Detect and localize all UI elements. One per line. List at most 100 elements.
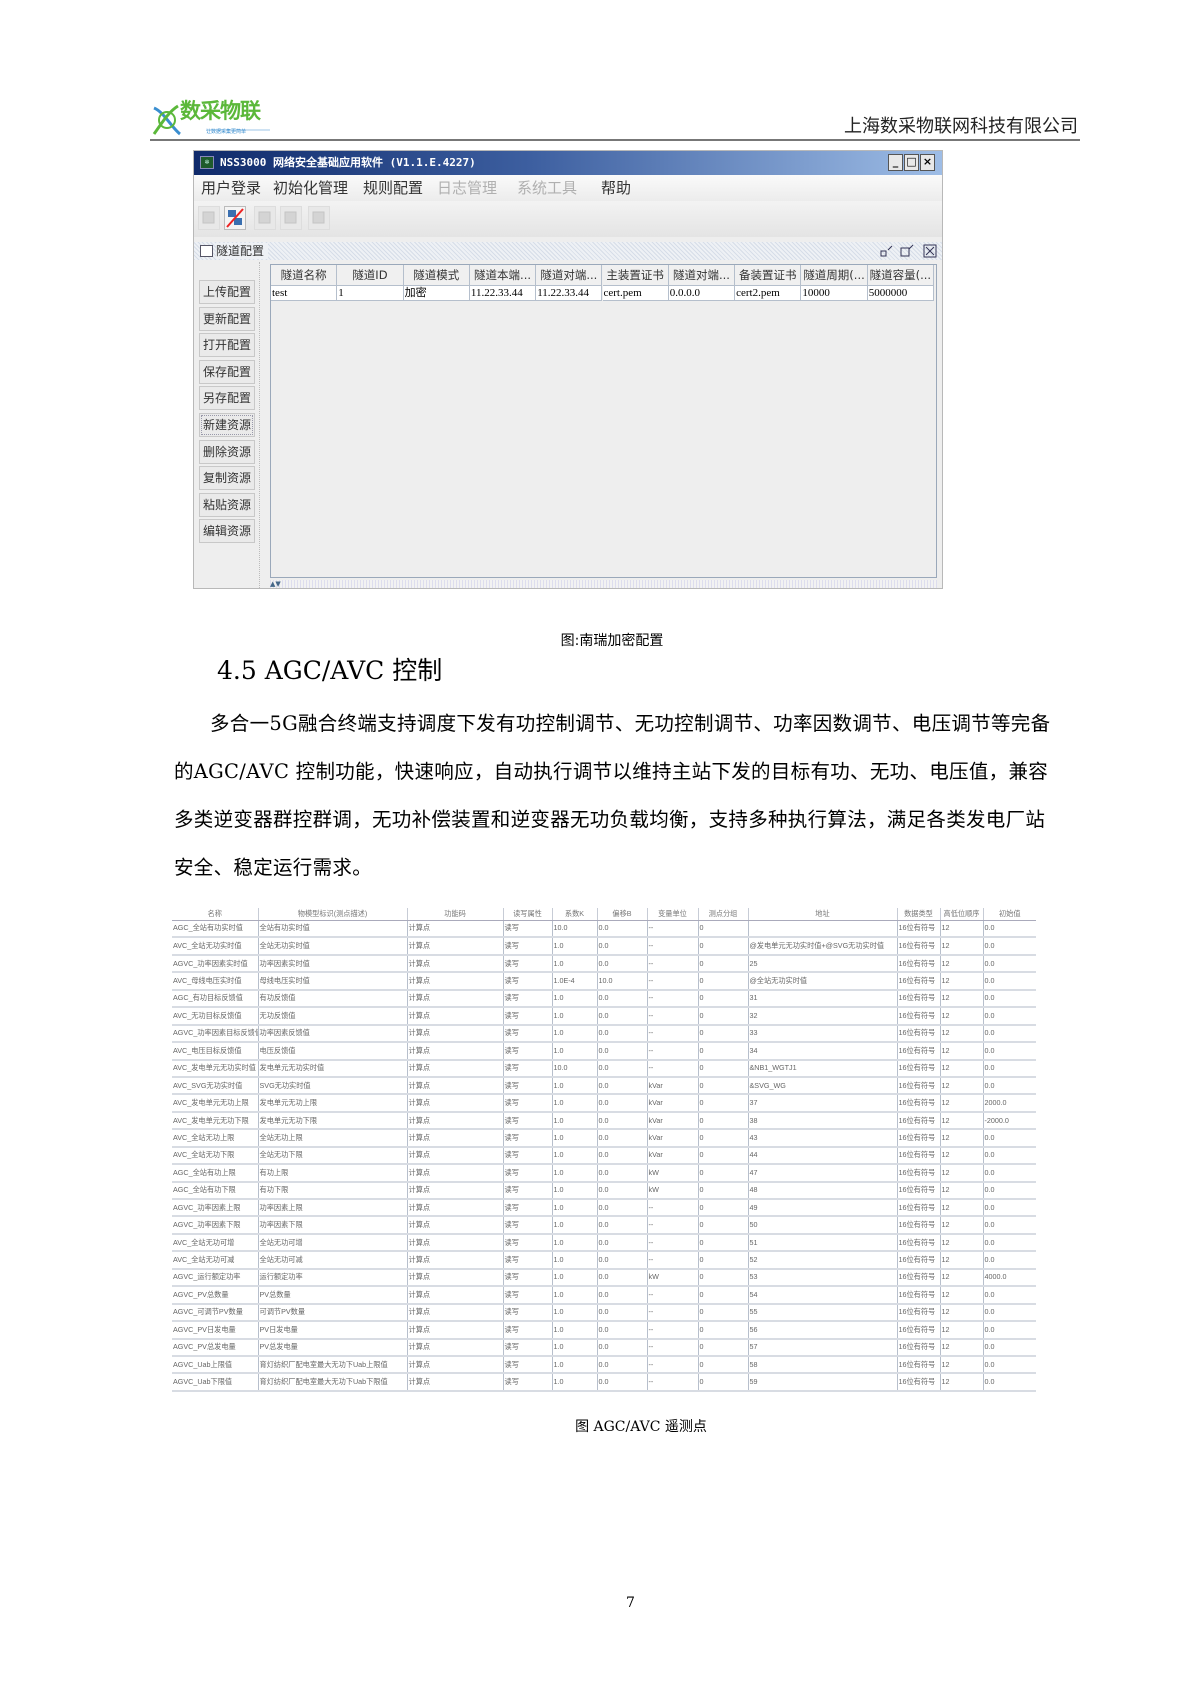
maximize-button[interactable]: □: [904, 154, 919, 171]
menu-item[interactable]: 规则配置: [363, 179, 424, 197]
table-cell: 1.0: [551, 1111, 597, 1131]
table-cell: 10.0: [596, 972, 647, 991]
table-cell: AGC_全站有功实时值: [172, 920, 258, 939]
table-cell: 功率因素下限: [257, 1216, 407, 1235]
table-cell: 有功上限: [257, 1164, 407, 1183]
column-header[interactable]: 隧道对端...: [668, 265, 736, 286]
title-bar[interactable]: ✲ NSS3000 网络安全基础应用软件 (V1.1.E.4227) _ □ ×: [194, 151, 942, 175]
table-cell: 57: [747, 1338, 897, 1357]
table-cell[interactable]: 加密: [403, 286, 470, 301]
header-divider: [150, 139, 1080, 141]
table-cell: 0.0: [596, 1024, 647, 1044]
side-button[interactable]: 更新配置: [199, 306, 255, 331]
column-header[interactable]: 隧道模式: [403, 265, 470, 286]
restore-icon[interactable]: [900, 244, 914, 258]
close-button[interactable]: ×: [920, 154, 935, 171]
table-row: AVC_全站无功上限 全站无功上限 计算点 读写 1.0 0.0 kVar 0 43 16位有符号…: [172, 1129, 1036, 1148]
table-cell: 16位有符号: [896, 1129, 940, 1148]
table-cell: 0.0: [596, 1321, 647, 1340]
table-cell: 全站有功实时值: [257, 920, 407, 939]
table-row: AGC_有功目标反馈值 有功反馈值 计算点 读写 1.0 0.0 -- 0 31 16位有符号 12…: [172, 989, 1036, 1009]
menu-item[interactable]: 用户登录: [201, 179, 262, 197]
table-cell[interactable]: test: [271, 286, 338, 301]
minimize-button[interactable]: _: [888, 154, 903, 171]
table-cell: 0.0: [596, 1094, 647, 1113]
config-icon[interactable]: [254, 206, 276, 230]
column-header: 初始值: [982, 908, 1036, 921]
table-cell: 计算点: [406, 1024, 503, 1044]
side-button[interactable]: 复制资源: [199, 466, 255, 491]
table-cell: 0: [697, 1268, 748, 1288]
menu-item[interactable]: 日志管理: [437, 179, 498, 197]
table-cell[interactable]: 1: [337, 286, 404, 301]
table-cell: 54: [747, 1286, 897, 1305]
table-cell: 0.0: [596, 1042, 647, 1061]
table-cell: 读写: [502, 1321, 552, 1340]
table-cell: 0: [697, 1024, 748, 1044]
table-cell: 0: [697, 954, 748, 974]
table-cell[interactable]: 11.22.33.44: [536, 286, 603, 301]
table-cell: PV日发电量: [257, 1321, 407, 1340]
side-button[interactable]: 粘贴资源: [199, 492, 255, 517]
table-cell: 1.0: [551, 1042, 597, 1061]
menu-item[interactable]: 帮助: [601, 179, 632, 197]
iconify-icon[interactable]: [880, 244, 894, 258]
table-cell: 读写: [502, 1181, 552, 1201]
table-cell: 38: [747, 1111, 897, 1131]
side-button[interactable]: 另存配置: [199, 386, 255, 411]
column-header[interactable]: 隧道名称: [271, 265, 338, 286]
table-cell[interactable]: 11.22.33.44: [469, 286, 537, 301]
side-button[interactable]: 打开配置: [199, 333, 255, 358]
horizontal-scrollbar[interactable]: ▲▼: [270, 580, 937, 588]
table-row: AGVC_功率因素上限 功率因素上限 计算点 读写 1.0 0.0 -- 0 49 16位有符号 1…: [172, 1199, 1036, 1218]
table-cell[interactable]: 10000: [801, 286, 868, 301]
table-cell: 0.0: [982, 1059, 1036, 1078]
export-icon[interactable]: [308, 206, 330, 230]
table-cell: 0.0: [596, 1076, 647, 1096]
column-header[interactable]: 隧道本端...: [469, 265, 537, 286]
column-header[interactable]: 主装置证书: [602, 265, 669, 286]
table-cell: 0.0: [982, 1146, 1036, 1166]
side-button[interactable]: 上传配置: [199, 280, 255, 304]
table-cell: 读写: [502, 1076, 552, 1096]
table-cell: 计算点: [406, 1059, 503, 1078]
side-button[interactable]: 新建资源: [199, 413, 255, 437]
column-header[interactable]: 隧道对端...: [536, 265, 603, 286]
menu-item[interactable]: 初始化管理: [273, 179, 349, 197]
table-cell: 计算点: [406, 1216, 503, 1235]
table-cell: 16位有符号: [896, 1181, 940, 1201]
table-cell[interactable]: cert2.pem: [735, 286, 802, 301]
close-frame-icon[interactable]: [923, 244, 937, 258]
disconnect-icon[interactable]: [224, 206, 246, 230]
side-button[interactable]: 删除资源: [199, 439, 255, 464]
table-cell: 12: [939, 1007, 983, 1026]
column-header[interactable]: 隧道容量(...: [867, 265, 934, 286]
table-cell: 全站无功可减: [257, 1251, 407, 1270]
table-cell[interactable]: cert.pem: [602, 286, 669, 301]
app-logo-icon: ✲: [200, 156, 214, 169]
table-cell: 12: [939, 1268, 983, 1288]
column-header[interactable]: 隧道周期(...: [801, 265, 868, 286]
table-cell: 0.0: [596, 1199, 647, 1218]
menu-item[interactable]: 系统工具: [517, 179, 578, 197]
column-header: 数据类型: [896, 908, 940, 921]
table-cell: 计算点: [406, 1181, 503, 1201]
form-icon[interactable]: [280, 206, 302, 230]
column-header: 偏移B: [596, 908, 647, 921]
table-cell: 44: [747, 1146, 897, 1166]
table-cell: 0.0: [596, 1181, 647, 1201]
column-header[interactable]: 隧道ID: [337, 265, 404, 286]
side-button[interactable]: 编辑资源: [199, 519, 255, 544]
table-cell: 计算点: [406, 1076, 503, 1096]
table-cell: --: [646, 1233, 698, 1253]
table-cell: 0.0: [982, 1129, 1036, 1148]
table-cell: 计算点: [406, 937, 503, 956]
side-button[interactable]: 保存配置: [199, 359, 255, 384]
column-header[interactable]: 备装置证书: [735, 265, 802, 286]
table-cell: AGVC_可调节PV数量: [172, 1303, 258, 1323]
table-cell[interactable]: 0.0.0.0: [668, 286, 736, 301]
login-icon[interactable]: [198, 206, 220, 230]
table-cell[interactable]: 5000000: [867, 286, 934, 301]
table-cell: 16位有符号: [896, 1076, 940, 1096]
table-cell: 16位有符号: [896, 1146, 940, 1166]
